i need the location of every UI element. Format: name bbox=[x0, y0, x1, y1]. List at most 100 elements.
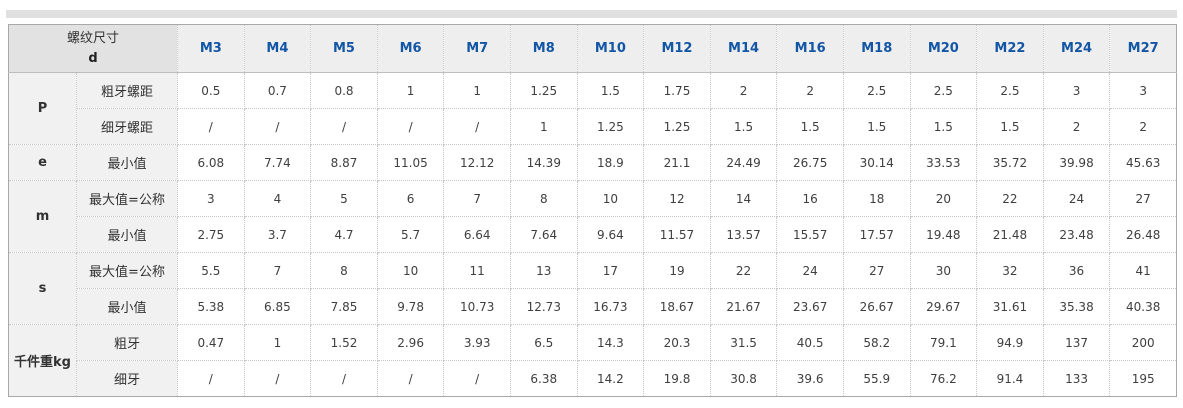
column-header-m10: M10 bbox=[576, 24, 645, 73]
data-cell: 200 bbox=[1109, 324, 1177, 361]
data-cell: 5 bbox=[310, 180, 378, 217]
thread-spec-table: 螺纹尺寸 d M3 M4 M5 M6 M7 M8 M10 M12 M14 M16 M18 M20 M22… bbox=[7, 24, 1177, 397]
data-cell: / bbox=[310, 108, 378, 145]
data-cell: / bbox=[177, 108, 245, 145]
data-cell: 1.5 bbox=[976, 108, 1044, 145]
column-header-m6: M6 bbox=[376, 24, 445, 73]
data-cell: 30.8 bbox=[709, 360, 778, 397]
data-cell: 21.48 bbox=[976, 216, 1044, 253]
data-cell: 2 bbox=[1109, 108, 1177, 145]
table-row: s 最大值=公称 5.5 7 8 10 11 13 17 19 22 24 27 30 32 36 41 bbox=[8, 252, 1177, 325]
data-cell: 1 bbox=[443, 72, 511, 109]
data-cell: / bbox=[443, 108, 511, 145]
data-cell: 1.5 bbox=[576, 72, 645, 109]
data-cell: 55.9 bbox=[842, 360, 911, 397]
data-cell: 11.05 bbox=[376, 144, 445, 181]
data-cell: 7 bbox=[443, 180, 511, 217]
data-cell: 26.67 bbox=[842, 288, 911, 325]
column-header-m12: M12 bbox=[643, 24, 711, 73]
data-cell: 2.75 bbox=[177, 216, 245, 253]
data-cell: 1.25 bbox=[509, 72, 578, 109]
data-cell: 13 bbox=[509, 252, 578, 289]
data-cell: 1 bbox=[509, 108, 578, 145]
data-cell: 10.73 bbox=[443, 288, 511, 325]
data-cell: 0.47 bbox=[177, 324, 245, 361]
data-cell: 39.6 bbox=[776, 360, 844, 397]
data-cell: 35.72 bbox=[976, 144, 1044, 181]
data-cell: 8.87 bbox=[310, 144, 378, 181]
row-group-label: s bbox=[8, 252, 77, 325]
data-cell: 20.3 bbox=[643, 324, 711, 361]
data-cell: 1.52 bbox=[310, 324, 378, 361]
data-cell: 1.5 bbox=[842, 108, 911, 145]
data-cell: 10 bbox=[376, 252, 445, 289]
data-cell: 14.2 bbox=[576, 360, 645, 397]
data-cell: 23.48 bbox=[1042, 216, 1111, 253]
thread-spec-table-container: 螺纹尺寸 d M3 M4 M5 M6 M7 M8 M10 M12 M14 M16 M18 M20 M22… bbox=[7, 24, 1177, 397]
data-cell: 9.64 bbox=[576, 216, 645, 253]
data-cell: 5.7 bbox=[376, 216, 445, 253]
table-row: 最小值 5.38 6.85 7.85 9.78 10.73 12.73 16.73 18.67 2… bbox=[9, 288, 1177, 325]
row-group-label: m bbox=[8, 180, 77, 253]
data-cell: 22 bbox=[976, 180, 1044, 217]
data-cell: 27 bbox=[842, 252, 911, 289]
data-cell: 16.73 bbox=[576, 288, 645, 325]
data-cell: 4 bbox=[243, 180, 312, 217]
data-cell: 0.8 bbox=[310, 72, 378, 109]
data-cell: 7.64 bbox=[509, 216, 578, 253]
data-cell: 45.63 bbox=[1109, 144, 1177, 181]
data-cell: 1.75 bbox=[643, 72, 711, 109]
data-cell: / bbox=[310, 360, 378, 397]
data-cell: 27 bbox=[1109, 180, 1177, 217]
data-cell: 40.5 bbox=[776, 324, 844, 361]
data-cell: 22 bbox=[709, 252, 778, 289]
table-row: 千件重kg 粗牙 0.47 1 1.52 2.96 3.93 6.5 14.3 20.3 31.5 4… bbox=[8, 324, 1177, 397]
data-cell: 6.38 bbox=[509, 360, 578, 397]
data-cell: 21.67 bbox=[709, 288, 778, 325]
data-cell: 2.5 bbox=[842, 72, 911, 109]
data-cell: 2 bbox=[1042, 108, 1111, 145]
data-cell: 195 bbox=[1109, 360, 1177, 397]
data-cell: 17 bbox=[576, 252, 645, 289]
data-cell: 1.25 bbox=[576, 108, 645, 145]
data-cell: 12 bbox=[643, 180, 711, 217]
data-cell: 31.5 bbox=[709, 324, 778, 361]
data-cell: 6.5 bbox=[509, 324, 578, 361]
column-header-m5: M5 bbox=[310, 24, 378, 73]
data-cell: 33.53 bbox=[909, 144, 978, 181]
data-cell: 41 bbox=[1109, 252, 1177, 289]
table-body: P 粗牙螺距 0.5 0.7 0.8 1 1 1.25 1.5 1.75 2 2 2.5 2.5 2.5 3 3… bbox=[8, 72, 1177, 397]
data-cell: 3.7 bbox=[243, 216, 312, 253]
row-group-label: P bbox=[8, 72, 77, 145]
data-cell: 2.96 bbox=[376, 324, 445, 361]
data-cell: / bbox=[376, 108, 445, 145]
row-group-label: 千件重kg bbox=[8, 324, 77, 397]
data-cell: 0.5 bbox=[177, 72, 245, 109]
data-cell: / bbox=[177, 360, 245, 397]
row-group-label: e bbox=[8, 144, 77, 181]
data-cell: 4.7 bbox=[310, 216, 378, 253]
data-cell: 30 bbox=[909, 252, 978, 289]
data-cell: 14.3 bbox=[576, 324, 645, 361]
data-cell: 7 bbox=[243, 252, 312, 289]
data-cell: 0.7 bbox=[243, 72, 312, 109]
data-cell: 18.9 bbox=[576, 144, 645, 181]
data-cell: 91.4 bbox=[976, 360, 1044, 397]
data-cell: 12.12 bbox=[443, 144, 511, 181]
data-cell: 137 bbox=[1042, 324, 1111, 361]
data-cell: 2.5 bbox=[909, 72, 978, 109]
column-header-m20: M20 bbox=[909, 24, 978, 73]
data-cell: 13.57 bbox=[709, 216, 778, 253]
data-cell: 3 bbox=[1109, 72, 1177, 109]
data-cell: 17.57 bbox=[842, 216, 911, 253]
data-cell: 15.57 bbox=[776, 216, 844, 253]
data-cell: 39.98 bbox=[1042, 144, 1111, 181]
top-strip bbox=[6, 10, 1177, 18]
data-cell: 16 bbox=[776, 180, 844, 217]
data-cell: / bbox=[243, 360, 312, 397]
data-cell: 6.64 bbox=[443, 216, 511, 253]
data-cell: 9.78 bbox=[376, 288, 445, 325]
data-cell: 6.85 bbox=[243, 288, 312, 325]
row-label: 粗牙 bbox=[75, 324, 179, 361]
data-cell: 30.14 bbox=[842, 144, 911, 181]
